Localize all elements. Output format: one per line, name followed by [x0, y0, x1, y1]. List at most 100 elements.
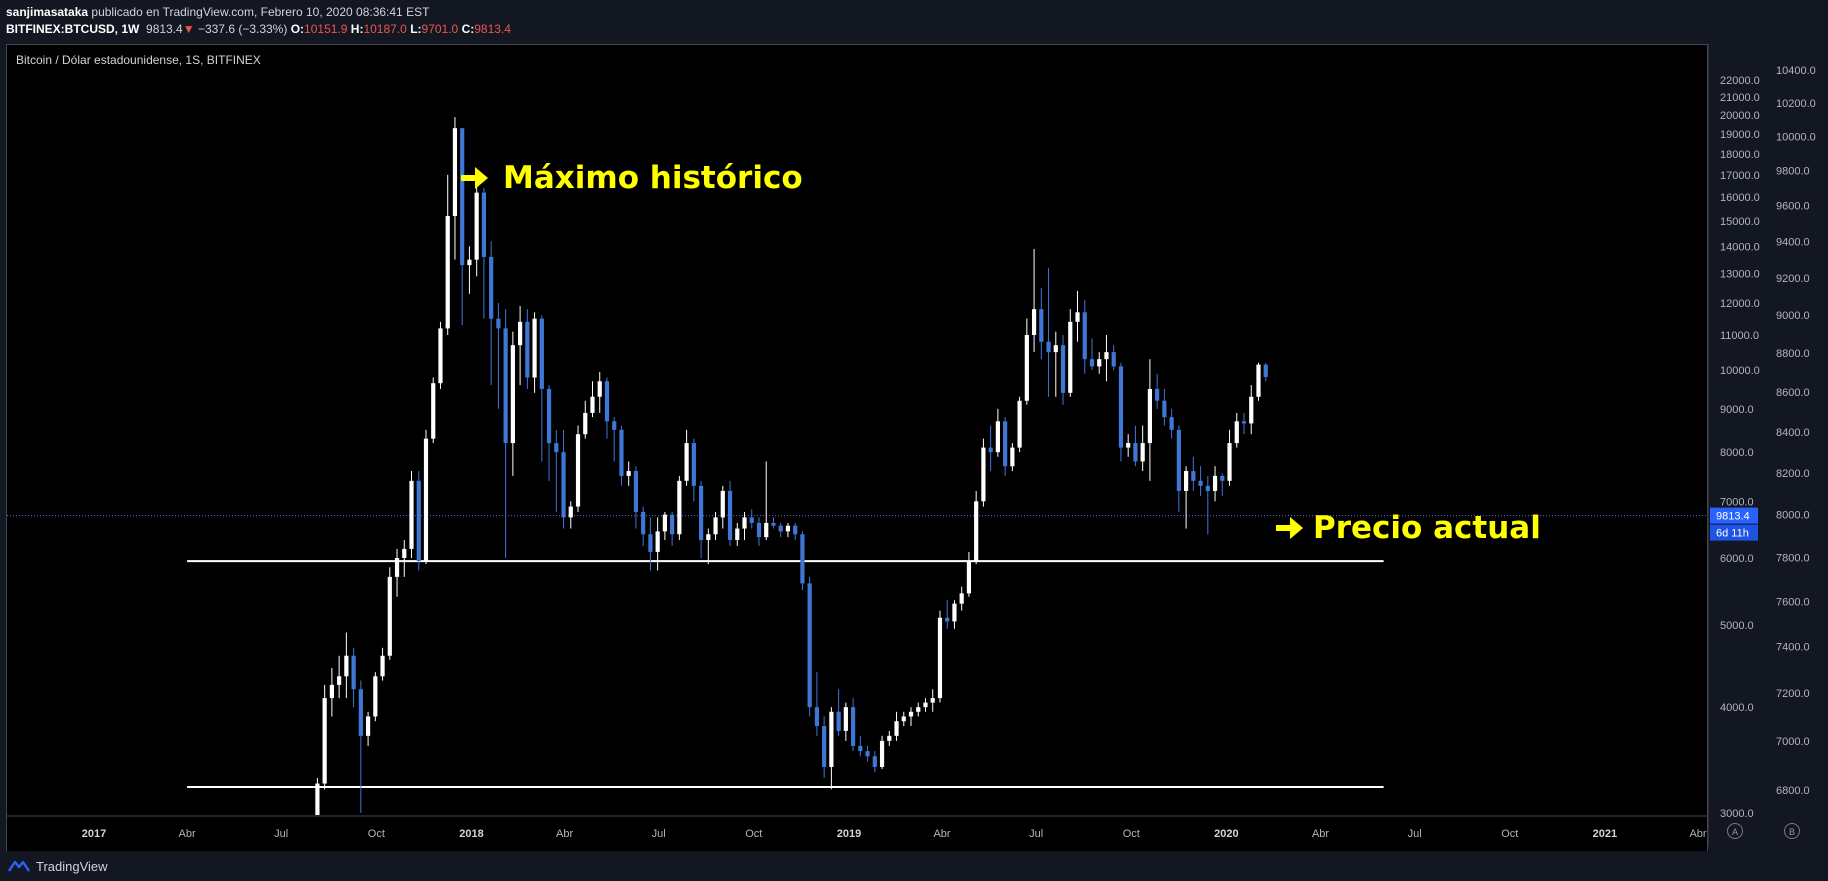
candle-body [315, 783, 320, 815]
candle-body [916, 707, 921, 712]
candle-body [1234, 421, 1239, 444]
candle-body [1111, 352, 1116, 367]
candle-body [387, 576, 392, 656]
candle-body [1089, 359, 1095, 367]
open-label: O: [290, 22, 305, 36]
candle-body [409, 480, 414, 549]
tradingview-logo-icon [8, 860, 30, 872]
auto-scale-button[interactable]: A [1727, 823, 1743, 839]
candle-body [887, 735, 892, 741]
candle-body [1162, 400, 1167, 418]
x-tick-label: Abr [933, 828, 950, 840]
candle-body [974, 501, 979, 562]
candle-body [1241, 421, 1247, 424]
y-tick-label-left: 15000.0 [1720, 216, 1760, 228]
candle-body [1155, 388, 1160, 401]
candle-body [1183, 471, 1189, 491]
candle-body [872, 756, 877, 767]
chart-frame[interactable] [6, 44, 1708, 862]
scale-b-button[interactable]: B [1784, 823, 1800, 839]
y-tick-label-right: 9400.0 [1776, 236, 1810, 248]
candle-body [1118, 366, 1124, 448]
symbol-name: BITFINEX:BTCUSD, 1W [6, 22, 140, 36]
candle-body [394, 557, 400, 577]
candle-body [481, 192, 487, 257]
candle-body [344, 655, 349, 677]
candle-body [923, 702, 928, 708]
candle-body [677, 480, 682, 535]
candle-body [365, 716, 371, 736]
y-tick-label-left: 12000.0 [1720, 298, 1760, 310]
candle-body [988, 447, 993, 453]
candle-body [1205, 485, 1210, 491]
candle-body [662, 514, 667, 532]
candle-body [1010, 447, 1015, 467]
candle-body [641, 511, 646, 535]
y-tick-label-left: 6000.0 [1720, 553, 1754, 565]
publication-line: sanjimasataka publicado en TradingView.c… [6, 5, 429, 19]
candle-body [1191, 471, 1196, 481]
candle-body [778, 525, 783, 532]
countdown-label: 6d 11h [1716, 528, 1749, 540]
close-value: 9813.4 [474, 22, 511, 36]
candle-body [416, 480, 421, 562]
candle-body [1075, 312, 1080, 322]
candle-body [460, 128, 465, 266]
candle-body [1024, 335, 1029, 401]
x-tick-label: 2020 [1214, 828, 1238, 840]
candle-body [423, 438, 429, 562]
x-tick-label: Oct [745, 828, 762, 840]
y-tick-label-left: 22000.0 [1720, 75, 1760, 87]
y-tick-label-right: 7400.0 [1776, 642, 1810, 654]
candle-body [619, 429, 624, 476]
x-tick-label: 2018 [459, 828, 483, 840]
x-tick-label: 2017 [82, 828, 106, 840]
y-tick-label-right: 7800.0 [1776, 553, 1810, 565]
y-tick-label-right: 9200.0 [1776, 273, 1810, 285]
y-tick-label-left: 20000.0 [1720, 110, 1760, 122]
candle-body [452, 128, 458, 217]
candle-body [1147, 388, 1153, 444]
x-tick-label: Abr [179, 828, 196, 840]
candle-body [742, 517, 747, 529]
candle-body [1198, 480, 1203, 486]
candle-body [1046, 341, 1051, 353]
tradingview-logo[interactable]: TradingView [8, 856, 108, 876]
candle-body [764, 522, 769, 538]
low-label: L: [410, 22, 422, 36]
candle-body [1053, 345, 1058, 353]
candle-body [568, 506, 573, 518]
candle-body [648, 534, 653, 552]
candle-body [879, 740, 885, 767]
candle-body [713, 517, 718, 535]
candle-body [908, 711, 914, 717]
candle-body [655, 531, 660, 552]
candle-body [510, 345, 515, 444]
candle-body [995, 421, 1000, 453]
candle-body [583, 412, 588, 435]
candlestick-chart[interactable]: 2017 Abr Jul Oct 2018 Abr Jul Oct 2019 Abr Jul Oct 2… [0, 0, 1828, 860]
candle-body [575, 434, 581, 507]
candle-body [532, 318, 537, 378]
candle-body [959, 593, 964, 604]
footer-bar [0, 851, 1828, 881]
last-price-label: 9813.4 [1716, 511, 1750, 523]
x-tick-label: Abr [1689, 828, 1706, 840]
x-tick-label: Jul [1029, 828, 1043, 840]
candle-body [966, 561, 972, 594]
y-tick-label-left: 3000.0 [1720, 808, 1754, 820]
candle-body [612, 421, 617, 430]
candle-body [829, 711, 834, 767]
candle-body [720, 490, 725, 518]
candle-body [684, 443, 689, 481]
candle-body [489, 256, 494, 319]
y-tick-label-left: 21000.0 [1720, 92, 1760, 104]
author-name[interactable]: sanjimasataka [6, 5, 89, 19]
x-tick-label: Oct [1123, 828, 1140, 840]
candle-body [1082, 312, 1087, 360]
y-tick-label-left: 7000.0 [1720, 496, 1754, 508]
candle-body [727, 490, 733, 541]
annotation-label: Máximo histórico [503, 160, 803, 196]
y-tick-label-left: 13000.0 [1720, 269, 1760, 281]
candle-body [337, 676, 342, 685]
